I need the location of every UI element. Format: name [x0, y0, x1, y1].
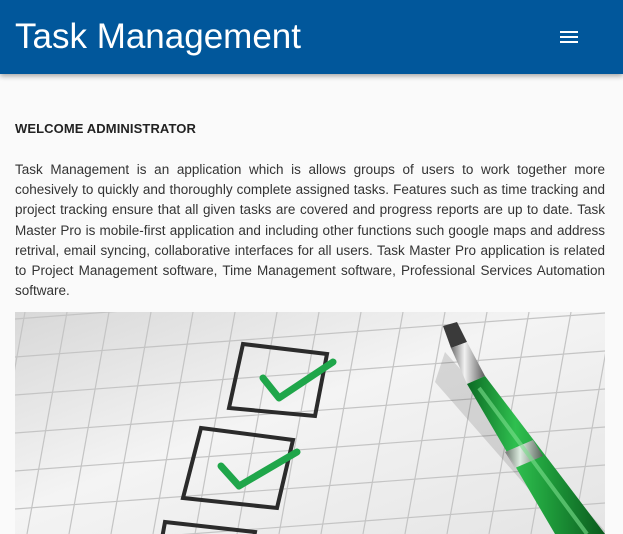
main-content: WELCOME ADMINISTRATOR Task Management is…: [15, 120, 605, 301]
menu-button[interactable]: [550, 23, 588, 53]
hero-image: [15, 312, 605, 534]
welcome-heading: WELCOME ADMINISTRATOR: [15, 120, 605, 138]
app-description: Task Management is an application which …: [15, 160, 605, 301]
checklist-with-green-pen-image: [15, 312, 605, 534]
app-bar: Task Management: [0, 0, 623, 74]
app-title: Task Management: [15, 17, 301, 57]
